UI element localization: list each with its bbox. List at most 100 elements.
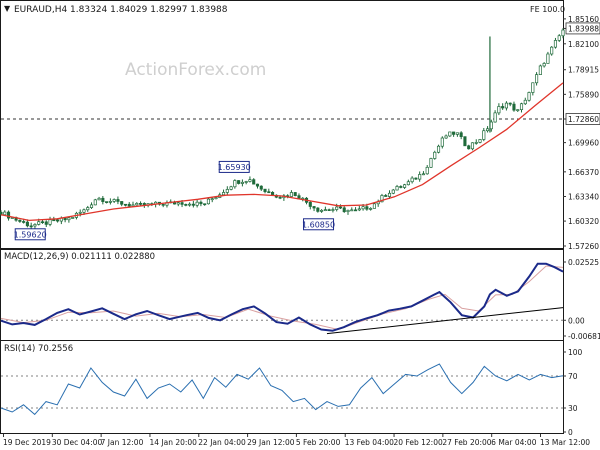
price-panel-frame bbox=[0, 0, 564, 250]
candle-body bbox=[395, 186, 399, 191]
candle-body bbox=[93, 199, 97, 206]
candle-body bbox=[240, 181, 244, 184]
candle-body bbox=[414, 177, 418, 180]
candle-body bbox=[470, 142, 475, 150]
candle-body bbox=[255, 183, 260, 187]
candle-body bbox=[180, 202, 184, 205]
candle-body bbox=[452, 131, 456, 135]
candle-body bbox=[267, 191, 271, 194]
candle-body bbox=[195, 201, 199, 206]
candle-body bbox=[486, 128, 490, 132]
candle-body bbox=[342, 207, 346, 213]
candle-body bbox=[56, 219, 60, 222]
current-price-label: 1.83988 bbox=[568, 24, 599, 33]
price-y-tick-label: 1.85160 bbox=[568, 15, 599, 24]
candle-body bbox=[82, 209, 86, 213]
candle-body bbox=[278, 196, 282, 199]
x-tick-label: 27 Feb 20:00 bbox=[442, 438, 491, 447]
x-tick-label: 7 Jan 12:00 bbox=[101, 438, 144, 447]
candle-body bbox=[116, 199, 120, 202]
candle-body bbox=[440, 137, 444, 147]
candle-body bbox=[350, 209, 354, 212]
candle-body bbox=[365, 206, 369, 210]
candle-body bbox=[523, 99, 527, 105]
candle-body bbox=[335, 206, 339, 210]
candle-body bbox=[97, 197, 101, 201]
candle-body bbox=[338, 206, 343, 209]
candle-body bbox=[501, 106, 505, 109]
symbol-line: EURAUD,H4 1.83324 1.84029 1.82997 1.8398… bbox=[14, 5, 228, 15]
x-tick-label: 14 Jan 20:00 bbox=[149, 438, 197, 447]
rsi-line bbox=[0, 363, 564, 416]
candle-body bbox=[512, 103, 516, 111]
candle-body bbox=[3, 211, 7, 216]
candle-body bbox=[105, 201, 109, 203]
candle-body bbox=[436, 145, 441, 153]
candle-body bbox=[467, 145, 471, 150]
candle-body bbox=[293, 192, 297, 197]
macd-trendline bbox=[326, 307, 564, 335]
candle-body bbox=[346, 209, 350, 213]
x-tick-label: 22 Jan 04:00 bbox=[198, 438, 246, 447]
candle-body bbox=[233, 180, 237, 188]
rsi-title: RSI(14) 70.2556 bbox=[4, 344, 73, 354]
candle-body bbox=[557, 35, 561, 41]
macd-signal-line bbox=[0, 265, 564, 331]
watermark: ActionForex.com bbox=[125, 60, 266, 80]
candle-body bbox=[538, 65, 542, 75]
candle-body bbox=[354, 209, 358, 212]
x-tick-label: 19 Dec 2019 bbox=[3, 438, 51, 447]
level-line-label: 1.72860 bbox=[568, 115, 599, 124]
panel-collapse-icon[interactable]: ▼ bbox=[4, 4, 11, 13]
candle-body bbox=[52, 219, 56, 222]
candle-body bbox=[252, 179, 256, 185]
candle-body bbox=[429, 158, 433, 168]
macd-layer bbox=[0, 262, 564, 335]
candle-body bbox=[37, 221, 41, 225]
candle-body bbox=[542, 63, 546, 67]
candle-body bbox=[369, 208, 373, 210]
candle-body bbox=[206, 198, 210, 205]
candle-body bbox=[493, 112, 497, 123]
candle-body bbox=[312, 206, 316, 209]
candle-body bbox=[421, 173, 425, 176]
candle-body bbox=[504, 102, 508, 109]
x-tick-label: 6 Mar 04:00 bbox=[491, 438, 537, 447]
candle-body bbox=[418, 174, 422, 180]
candle-body bbox=[482, 130, 486, 140]
macd-y-tick-label: -0.006813 bbox=[568, 332, 600, 341]
price-layer: 1.59620 1.65930 1.60850 bbox=[0, 28, 565, 241]
candle-body bbox=[229, 186, 233, 190]
axis-layer: 1.85160 1.82100 1.78915 1.75890 1.72860 1.699… bbox=[3, 15, 600, 447]
candle-body bbox=[18, 219, 22, 222]
candle-body bbox=[176, 202, 180, 205]
x-tick-label: 13 Mar 12:00 bbox=[540, 438, 590, 447]
candle-body bbox=[448, 131, 452, 137]
annotation-label: 1.65930 bbox=[218, 163, 251, 172]
candle-body bbox=[387, 192, 392, 197]
candle-body bbox=[391, 189, 395, 194]
candle-body bbox=[323, 209, 327, 211]
candle-body bbox=[527, 92, 531, 101]
candle-body bbox=[380, 195, 384, 203]
candle-body bbox=[188, 203, 192, 206]
candle-body bbox=[135, 203, 139, 206]
price-y-tick-label: 1.69960 bbox=[568, 139, 599, 148]
rsi-y-tick-label: 70 bbox=[568, 372, 578, 381]
annotation-box bbox=[218, 160, 250, 173]
candle-body bbox=[372, 203, 376, 209]
candle-body bbox=[357, 208, 361, 211]
candle-body bbox=[508, 102, 512, 105]
price-y-tick-label: 1.78915 bbox=[568, 66, 599, 75]
candle-body bbox=[474, 142, 478, 144]
x-tick-label: 20 Feb 12:00 bbox=[394, 438, 443, 447]
candle-body bbox=[48, 219, 52, 225]
candle-body bbox=[101, 197, 105, 202]
candle-body bbox=[112, 199, 116, 202]
candle-body bbox=[403, 184, 407, 188]
candle-body bbox=[199, 201, 203, 205]
price-y-tick-label: 1.75890 bbox=[568, 90, 599, 99]
candle-body bbox=[139, 203, 143, 205]
candle-body bbox=[86, 207, 90, 211]
